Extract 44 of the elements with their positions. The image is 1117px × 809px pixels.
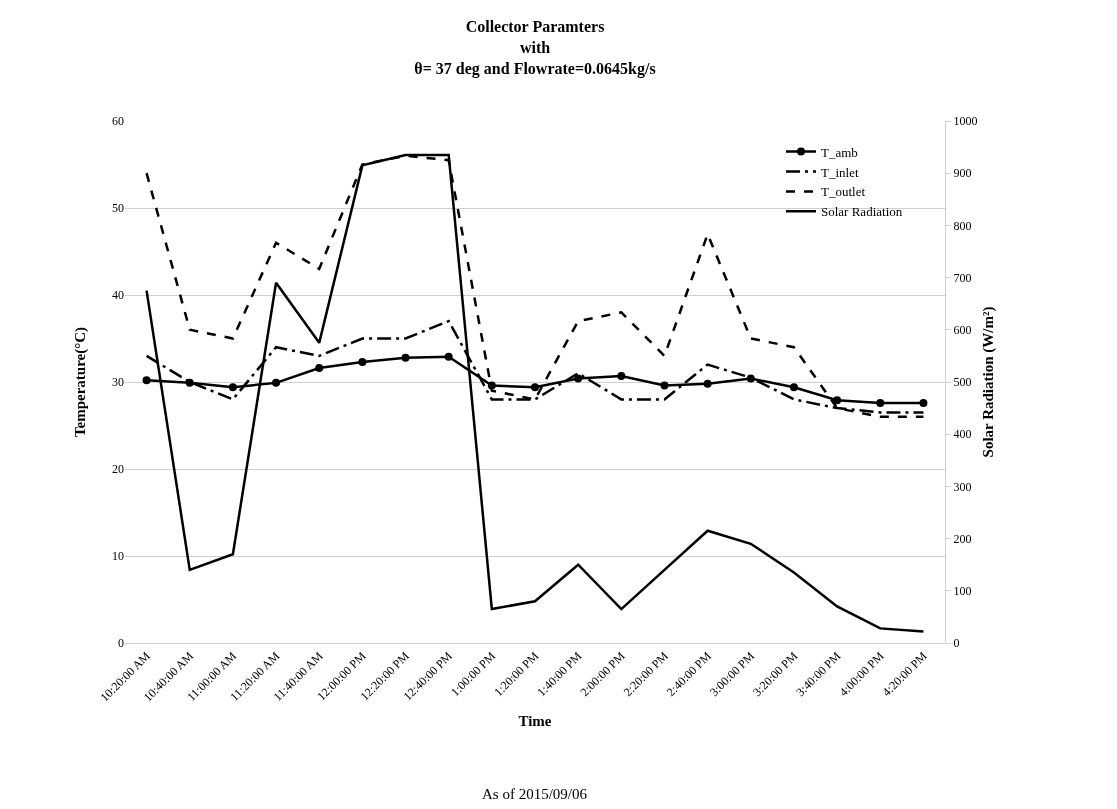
y2-tick-label: 1000 (953, 114, 978, 129)
point (531, 383, 539, 392)
y-tick-label: 50 (112, 201, 124, 216)
point (919, 398, 928, 407)
y-tick-label: 20 (112, 462, 124, 477)
y2-axis-title: Solar Radiation (W/m²) (979, 306, 997, 458)
point (444, 352, 453, 361)
y-tick-label: 0 (118, 636, 124, 651)
point (185, 378, 194, 387)
point (660, 381, 669, 390)
y2-tick-label: 400 (953, 427, 972, 442)
y2-tick-label: 600 (953, 323, 972, 337)
x-axis-title: Time (518, 713, 552, 730)
y2-tick-label: 200 (953, 531, 972, 546)
point (617, 371, 626, 380)
y2-tick-label: 0 (953, 636, 960, 651)
legend-label: Solar Radiation (821, 204, 903, 220)
y2-tick-label: 900 (953, 166, 972, 181)
y2-tick-label: 700 (953, 270, 972, 285)
legend-label: T_inlet (821, 164, 859, 180)
y-tick-label: 30 (112, 375, 124, 390)
y-tick-label: 40 (112, 288, 124, 303)
point (272, 378, 281, 387)
point (833, 396, 842, 405)
y2-tick-label: 100 (953, 584, 972, 598)
legend-label: T_outlet (821, 184, 866, 200)
y2-tick-label: 500 (953, 375, 972, 390)
text: As of 2015/09/06 (482, 786, 588, 802)
point (228, 383, 237, 392)
point (789, 383, 798, 392)
point (315, 364, 324, 373)
point (358, 357, 367, 366)
point (703, 379, 712, 388)
y-tick-label: 60 (112, 114, 124, 129)
y-tick-label: 10 (112, 549, 124, 564)
chart-title: Collector Paramters with θ= 37 deg and Flowrate=0.0645kg/s (414, 18, 656, 78)
y2-tick-label: 300 (953, 479, 972, 494)
point (401, 353, 410, 362)
point (876, 398, 885, 407)
point (142, 376, 151, 385)
y-axis-title: Temperature(°C) (72, 326, 89, 438)
y2-tick-label: 800 (953, 218, 972, 233)
point (574, 374, 583, 383)
legend-label: T_amb (821, 144, 858, 160)
